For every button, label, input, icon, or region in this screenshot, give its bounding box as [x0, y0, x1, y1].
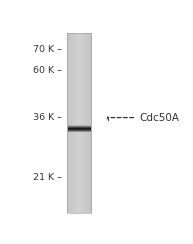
- Bar: [67, 33, 68, 214]
- Bar: [88, 33, 89, 214]
- Bar: [68, 130, 91, 131]
- Bar: [83, 33, 84, 214]
- Bar: [77, 33, 78, 214]
- Bar: [81, 33, 82, 214]
- Bar: [84, 33, 85, 214]
- Bar: [90, 33, 91, 214]
- Bar: [80, 33, 81, 214]
- Bar: [68, 126, 91, 127]
- Text: 36 K –: 36 K –: [33, 113, 62, 122]
- Bar: [72, 33, 73, 214]
- Bar: [82, 33, 83, 214]
- Bar: [89, 33, 90, 214]
- Text: 21 K –: 21 K –: [33, 173, 62, 182]
- Bar: [67, 33, 91, 214]
- Bar: [71, 33, 72, 214]
- Text: 70 K –: 70 K –: [33, 44, 62, 53]
- Bar: [86, 33, 87, 214]
- Bar: [83, 33, 84, 214]
- Bar: [79, 33, 80, 214]
- Bar: [75, 33, 76, 214]
- Bar: [69, 33, 70, 214]
- Bar: [67, 33, 68, 214]
- Bar: [91, 33, 92, 214]
- Bar: [68, 33, 69, 214]
- Bar: [87, 33, 88, 214]
- Bar: [68, 127, 91, 128]
- Bar: [70, 33, 71, 214]
- Bar: [68, 125, 91, 126]
- Bar: [68, 129, 91, 130]
- Bar: [68, 128, 91, 129]
- Bar: [70, 33, 71, 214]
- Bar: [68, 131, 91, 132]
- Bar: [88, 33, 89, 214]
- Bar: [78, 33, 79, 214]
- Bar: [74, 33, 75, 214]
- Text: Cdc50A: Cdc50A: [139, 112, 179, 122]
- Bar: [73, 33, 74, 214]
- Text: 60 K –: 60 K –: [33, 66, 62, 75]
- Bar: [85, 33, 86, 214]
- Bar: [76, 33, 77, 214]
- Bar: [86, 33, 87, 214]
